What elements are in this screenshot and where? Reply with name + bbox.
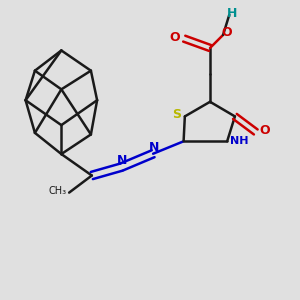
Text: NH: NH — [230, 136, 248, 146]
Text: S: S — [172, 108, 181, 122]
Text: O: O — [221, 26, 232, 39]
Text: O: O — [260, 124, 270, 137]
Text: CH₃: CH₃ — [48, 186, 66, 196]
Text: N: N — [117, 154, 128, 167]
Text: O: O — [169, 31, 180, 44]
Text: H: H — [226, 7, 237, 20]
Text: N: N — [149, 141, 159, 154]
